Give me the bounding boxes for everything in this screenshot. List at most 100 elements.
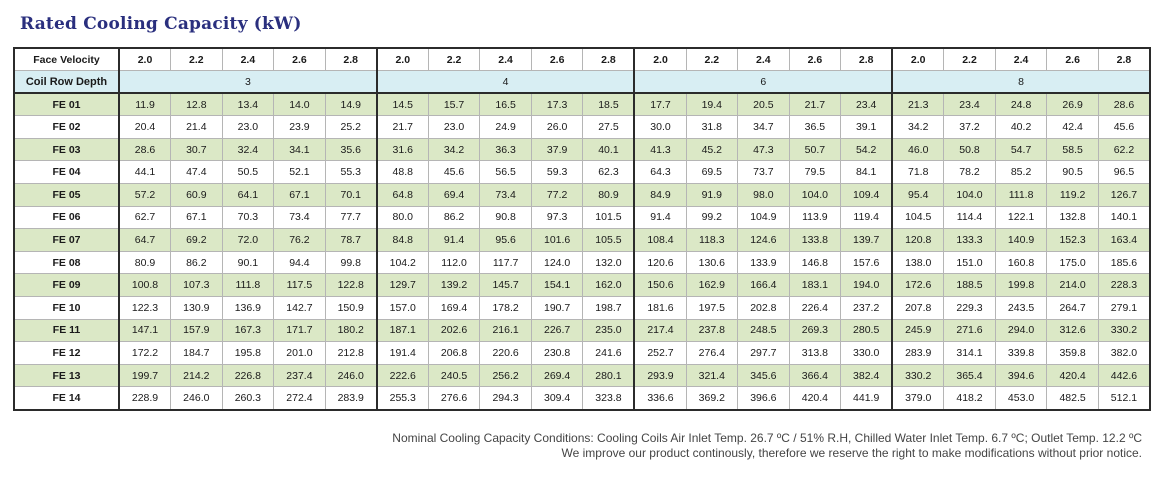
capacity-cell: 241.6: [582, 341, 635, 365]
capacity-cell: 138.0: [891, 250, 945, 275]
capacity-cell: 104.5: [891, 205, 945, 230]
velocity-header-cell: 2.6: [273, 47, 326, 72]
capacity-cell: 57.2: [118, 183, 172, 207]
velocity-header-cell: 2.8: [582, 47, 635, 72]
capacity-cell: 228.9: [118, 386, 172, 411]
velocity-header-cell: 2.8: [324, 47, 378, 72]
capacity-cell: 237.8: [685, 318, 739, 343]
capacity-cell: 188.5: [943, 273, 996, 298]
capacity-cell: 40.2: [994, 115, 1048, 139]
capacity-cell: 104.0: [788, 183, 842, 207]
capacity-cell: 260.3: [221, 386, 275, 411]
capacity-cell: 314.1: [943, 341, 996, 365]
capacity-cell: 62.2: [1097, 137, 1151, 162]
capacity-cell: 44.1: [118, 160, 172, 185]
capacity-cell: 55.3: [324, 160, 378, 185]
face-velocity-label: Face Velocity: [13, 47, 120, 72]
capacity-cell: 73.4: [479, 183, 532, 207]
capacity-cell: 512.1: [1097, 386, 1151, 411]
model-label: FE 12: [13, 341, 120, 365]
capacity-cell: 139.2: [427, 273, 481, 298]
capacity-cell: 94.4: [273, 250, 326, 275]
capacity-cell: 163.4: [1097, 228, 1151, 252]
capacity-cell: 272.4: [273, 386, 326, 411]
capacity-cell: 64.1: [221, 183, 275, 207]
capacity-cell: 269.3: [788, 318, 842, 343]
capacity-cell: 101.5: [582, 205, 635, 230]
capacity-cell: 194.0: [840, 273, 893, 298]
capacity-cell: 280.1: [582, 363, 635, 388]
capacity-cell: 330.2: [1097, 318, 1151, 343]
capacity-cell: 32.4: [221, 137, 275, 162]
capacity-cell: 172.6: [891, 273, 945, 298]
capacity-cell: 97.3: [530, 205, 584, 230]
capacity-cell: 207.8: [891, 296, 945, 320]
model-label: FE 02: [13, 115, 120, 139]
capacity-cell: 95.4: [891, 183, 945, 207]
capacity-cell: 76.2: [273, 228, 326, 252]
capacity-cell: 24.9: [479, 115, 532, 139]
capacity-cell: 132.0: [582, 250, 635, 275]
capacity-cell: 171.7: [273, 318, 326, 343]
capacity-cell: 91.4: [427, 228, 481, 252]
capacity-cell: 276.4: [685, 341, 739, 365]
capacity-cell: 111.8: [994, 183, 1048, 207]
capacity-cell: 172.2: [118, 341, 172, 365]
velocity-header-cell: 2.0: [375, 47, 429, 72]
capacity-cell: 35.6: [324, 137, 378, 162]
capacity-cell: 14.5: [375, 92, 429, 117]
capacity-cell: 199.8: [994, 273, 1048, 298]
capacity-cell: 212.8: [324, 341, 378, 365]
capacity-cell: 41.3: [633, 137, 687, 162]
capacity-cell: 45.6: [427, 160, 481, 185]
capacity-cell: 19.4: [685, 92, 739, 117]
capacity-cell: 108.4: [633, 228, 687, 252]
capacity-cell: 85.2: [994, 160, 1048, 185]
capacity-cell: 369.2: [685, 386, 739, 411]
capacity-cell: 77.7: [324, 205, 378, 230]
model-label: FE 11: [13, 318, 120, 343]
table-row: FE 04 44.1 47.4 50.5 52.1 55.3 48.8 45.6 56.5 59.…: [13, 160, 1151, 185]
capacity-cell: 283.9: [324, 386, 378, 411]
capacity-cell: 79.5: [788, 160, 842, 185]
capacity-cell: 294.3: [479, 386, 532, 411]
capacity-cell: 276.6: [427, 386, 481, 411]
capacity-cell: 37.2: [943, 115, 996, 139]
capacity-cell: 86.2: [427, 205, 481, 230]
capacity-cell: 133.3: [943, 228, 996, 252]
capacity-cell: 98.0: [737, 183, 790, 207]
capacity-cell: 309.4: [530, 386, 584, 411]
capacity-cell: 12.8: [170, 92, 223, 117]
capacity-cell: 96.5: [1097, 160, 1151, 185]
capacity-cell: 152.3: [1046, 228, 1099, 252]
capacity-cell: 162.9: [685, 273, 739, 298]
capacity-cell: 120.6: [633, 250, 687, 275]
capacity-cell: 13.4: [221, 92, 275, 117]
capacity-cell: 69.4: [427, 183, 481, 207]
capacity-cell: 86.2: [170, 250, 223, 275]
coil-row-depth-label: Coil Row Depth: [13, 70, 120, 95]
capacity-cell: 142.7: [273, 296, 326, 320]
velocity-header-cell: 2.2: [170, 47, 223, 72]
capacity-cell: 90.1: [221, 250, 275, 275]
row-depth-cell: 6: [633, 70, 893, 95]
capacity-cell: 80.9: [582, 183, 635, 207]
capacity-cell: 104.0: [943, 183, 996, 207]
capacity-cell: 140.9: [994, 228, 1048, 252]
capacity-cell: 21.3: [891, 92, 945, 117]
velocity-header-cell: 2.4: [221, 47, 275, 72]
capacity-cell: 256.2: [479, 363, 532, 388]
capacity-cell: 34.7: [737, 115, 790, 139]
capacity-cell: 117.5: [273, 273, 326, 298]
capacity-cell: 229.3: [943, 296, 996, 320]
capacity-cell: 190.7: [530, 296, 584, 320]
velocity-header-cell: 2.4: [994, 47, 1048, 72]
capacity-cell: 442.6: [1097, 363, 1151, 388]
capacity-cell: 185.6: [1097, 250, 1151, 275]
velocity-header-cell: 2.4: [479, 47, 532, 72]
capacity-cell: 214.0: [1046, 273, 1099, 298]
capacity-cell: 69.5: [685, 160, 739, 185]
capacity-cell: 47.4: [170, 160, 223, 185]
capacity-cell: 228.3: [1097, 273, 1151, 298]
capacity-cell: 202.8: [737, 296, 790, 320]
